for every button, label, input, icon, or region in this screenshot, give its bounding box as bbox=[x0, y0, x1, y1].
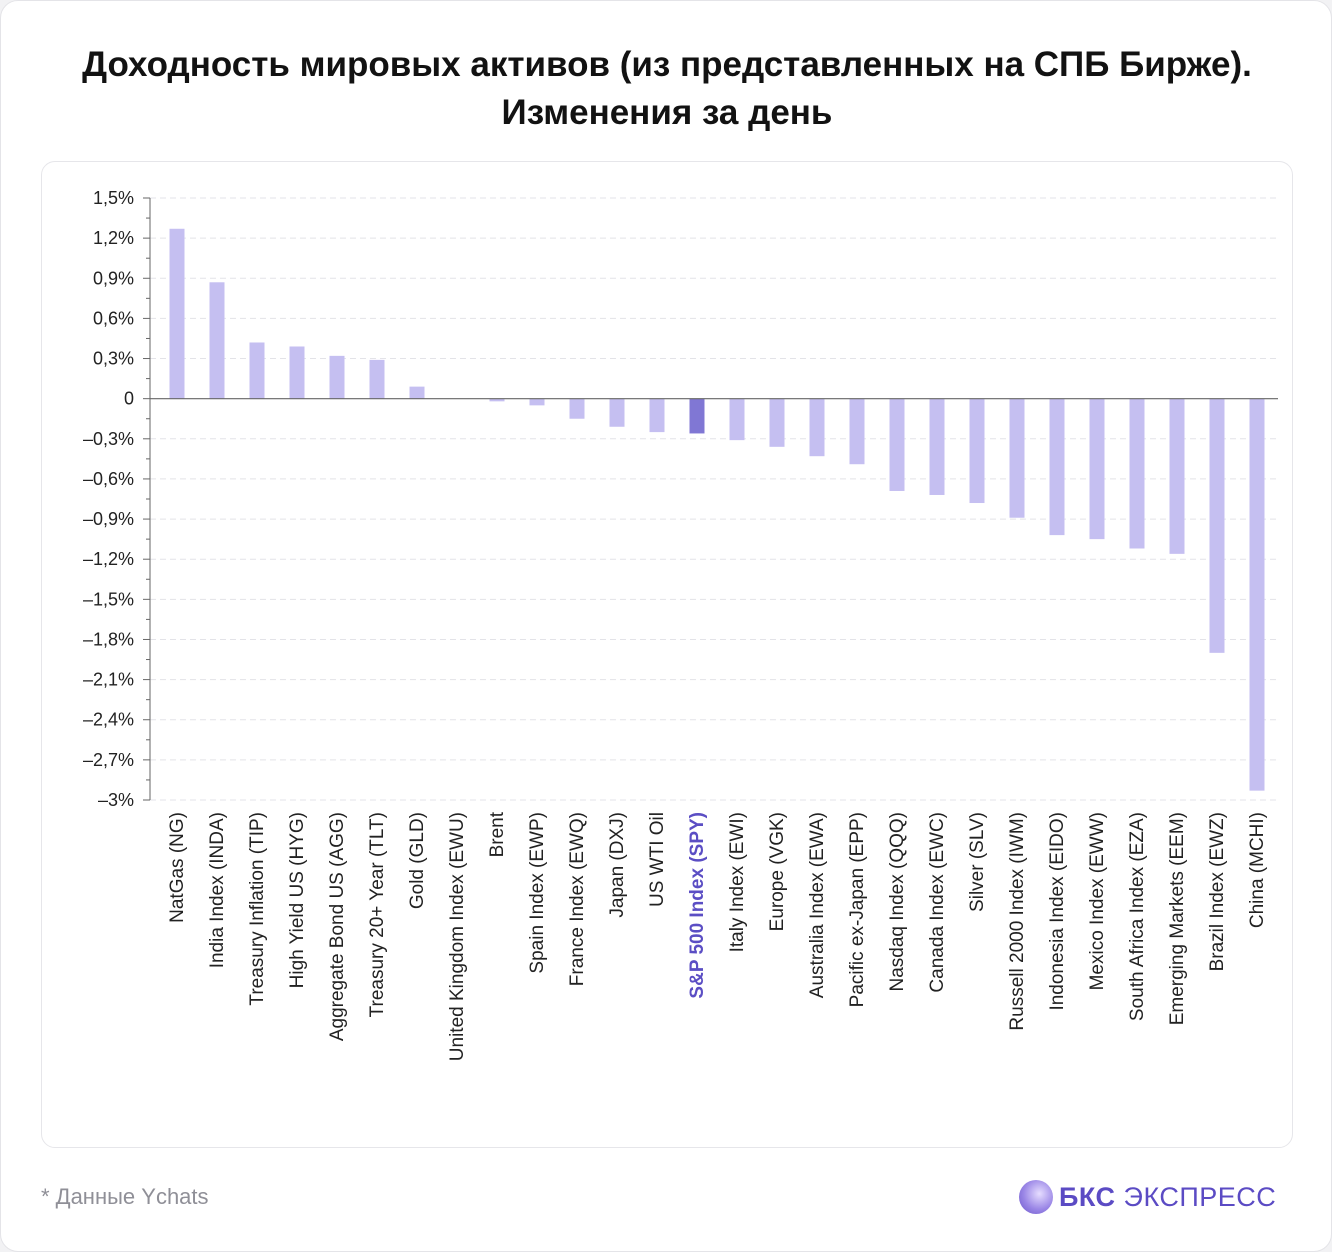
bar bbox=[169, 228, 185, 399]
bar bbox=[1049, 398, 1065, 536]
y-tick-label: –2,1% bbox=[83, 670, 134, 690]
source-footnote: * Данные Ychats bbox=[41, 1184, 209, 1209]
bar bbox=[569, 398, 585, 419]
bar bbox=[249, 342, 265, 399]
x-category-label: India Index (INDA) bbox=[207, 812, 228, 968]
x-category-label: Silver (SLV) bbox=[967, 812, 988, 912]
x-category-label: US WTI Oil bbox=[647, 812, 668, 907]
x-category-label: High Yield US (HYG) bbox=[287, 812, 308, 988]
bar bbox=[729, 398, 745, 441]
y-tick-label: 0,9% bbox=[93, 268, 134, 288]
bar bbox=[1129, 398, 1145, 549]
bar-chart: 1,5% 1,2% 0,9% 0,6% 0,3% 0 –0,3% –0,6% –0,9% –1,2… bbox=[83, 188, 1278, 1061]
x-category-label: NatGas (NG) bbox=[167, 812, 188, 923]
bar bbox=[609, 398, 625, 427]
y-tick-label: –1,2% bbox=[83, 549, 134, 569]
bar bbox=[1009, 398, 1025, 518]
x-category-label: Brent bbox=[487, 811, 508, 857]
x-category-label: Gold (GLD) bbox=[407, 812, 428, 909]
bar bbox=[1089, 398, 1105, 540]
bar bbox=[969, 398, 985, 504]
y-tick-label: –3% bbox=[98, 790, 134, 810]
x-category-label: Treasury 20+ Year (TLT) bbox=[367, 812, 388, 1017]
bar bbox=[689, 398, 705, 434]
bar bbox=[1209, 398, 1225, 653]
x-category-label: Pacific ex-Japan (EPP) bbox=[847, 812, 868, 1007]
x-category-label: Treasury Inflation (TIP) bbox=[247, 812, 268, 1006]
x-category-label: Australia Index (EWA) bbox=[807, 812, 828, 998]
bar bbox=[1249, 398, 1265, 791]
logo-sphere-icon bbox=[1019, 1180, 1053, 1214]
x-category-label: Canada Index (EWC) bbox=[927, 812, 948, 993]
x-category-label: Europe (VGK) bbox=[767, 812, 788, 931]
x-category-label: Russell 2000 Index (IWM) bbox=[1007, 812, 1028, 1031]
y-tick-label: –1,5% bbox=[83, 589, 134, 609]
bar bbox=[649, 398, 665, 433]
y-tick-label: 0 bbox=[124, 389, 134, 409]
x-category-label: S&P 500 Index (SPY) bbox=[687, 812, 708, 999]
bar bbox=[929, 398, 945, 495]
bar bbox=[409, 386, 425, 399]
bar bbox=[889, 398, 905, 491]
x-category-label: Nasdaq Index (QQQ) bbox=[887, 812, 908, 992]
y-tick-label: –0,9% bbox=[83, 509, 134, 529]
y-tick-label: –1,8% bbox=[83, 629, 134, 649]
y-tick-label: –0,6% bbox=[83, 469, 134, 489]
y-tick-label: 1,5% bbox=[93, 188, 134, 208]
x-category-label: Italy Index (EWI) bbox=[727, 812, 748, 952]
y-tick-label: –2,7% bbox=[83, 750, 134, 770]
x-category-label: South Africa Index (EZA) bbox=[1127, 812, 1148, 1021]
x-category-label: France Index (EWQ) bbox=[567, 812, 588, 986]
y-tick-label: –0,3% bbox=[83, 429, 134, 449]
y-tick-label: 1,2% bbox=[93, 228, 134, 248]
x-category-label: Emerging Markets (EEM) bbox=[1167, 812, 1188, 1025]
bks-express-logo: БКС ЭКСПРЕСС bbox=[1019, 1179, 1276, 1215]
logo-text: БКС ЭКСПРЕСС bbox=[1059, 1182, 1276, 1213]
bar bbox=[289, 346, 305, 399]
x-category-label: Indonesia Index (EIDO) bbox=[1047, 812, 1068, 1011]
bar bbox=[769, 398, 785, 447]
x-category-label: United Kingdom Index (EWU) bbox=[447, 812, 468, 1061]
logo-brand: БКС bbox=[1059, 1181, 1116, 1212]
bar bbox=[209, 282, 225, 399]
bar bbox=[329, 355, 345, 399]
x-category-label: Spain Index (EWP) bbox=[527, 812, 548, 974]
bar bbox=[1169, 398, 1185, 554]
chart-title: Доходность мировых активов (из представл… bbox=[82, 45, 1252, 132]
bar bbox=[369, 359, 385, 399]
chart-card: 1,5% 1,2% 0,9% 0,6% 0,3% 0 –0,3% –0,6% –0,9% –1,2… bbox=[41, 161, 1293, 1148]
x-category-label: Japan (DXJ) bbox=[607, 812, 628, 918]
x-category-label: Brazil Index (EWZ) bbox=[1207, 812, 1228, 971]
logo-product: ЭКСПРЕСС bbox=[1123, 1181, 1277, 1212]
bar bbox=[529, 398, 545, 406]
bar bbox=[489, 398, 505, 402]
y-tick-label: 0,6% bbox=[93, 308, 134, 328]
y-tick-label: –2,4% bbox=[83, 710, 134, 730]
x-category-label: Mexico Index (EWW) bbox=[1087, 812, 1108, 990]
x-category-label: China (MCHI) bbox=[1247, 812, 1268, 928]
bar bbox=[849, 398, 865, 465]
y-tick-label: 0,3% bbox=[93, 349, 134, 369]
bar bbox=[809, 398, 825, 457]
x-category-label: Aggregate Bond US (AGG) bbox=[327, 812, 348, 1041]
